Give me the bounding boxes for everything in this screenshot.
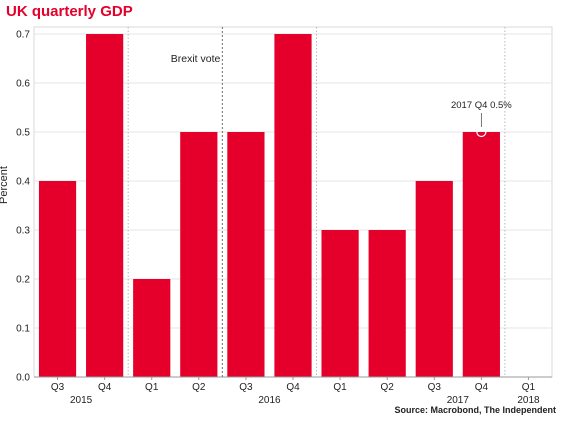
y-tick-label: 0.3 [16,226,30,237]
x-tick-label: Q4 [475,382,489,393]
y-tick-label: 0.7 [16,30,30,41]
source-note: Source: Macrobond, The Independent [394,405,556,415]
x-tick-label: Q2 [381,382,395,393]
x-tick-label: Q1 [522,382,536,393]
year-label: 2015 [70,395,93,406]
year-label: 2018 [517,395,540,406]
y-tick-label: 0.1 [16,324,30,335]
bar [415,181,453,377]
year-label: 2016 [258,395,281,406]
x-tick-label: Q3 [239,382,253,393]
bar [86,34,124,377]
bar [133,279,171,377]
point-marker [476,126,487,138]
bar [368,230,406,377]
bar [321,230,359,377]
x-tick-label: Q1 [333,382,347,393]
y-tick-label: 0.2 [16,275,30,286]
x-tick-label: Q3 [428,382,442,393]
y-tick-label: 0.6 [16,79,30,90]
x-tick-label: Q3 [51,382,65,393]
x-tick-label: Q2 [192,382,206,393]
x-tick-label: Q1 [145,382,159,393]
chart-title: UK quarterly GDP [6,3,133,20]
bar [227,132,265,377]
bar [274,34,312,377]
bar [462,132,500,377]
bar [180,132,218,377]
callout-label: 2017 Q4 0.5% [451,100,512,111]
bar [38,181,77,377]
year-label: 2017 [447,395,470,406]
y-tick-label: 0.4 [16,177,30,188]
x-tick-label: Q4 [286,382,300,393]
y-tick-label: 0.0 [16,373,30,384]
brexit-vote-label: Brexit vote [171,53,221,65]
y-tick-label: 0.5 [16,128,30,139]
x-tick-label: Q4 [98,382,112,393]
